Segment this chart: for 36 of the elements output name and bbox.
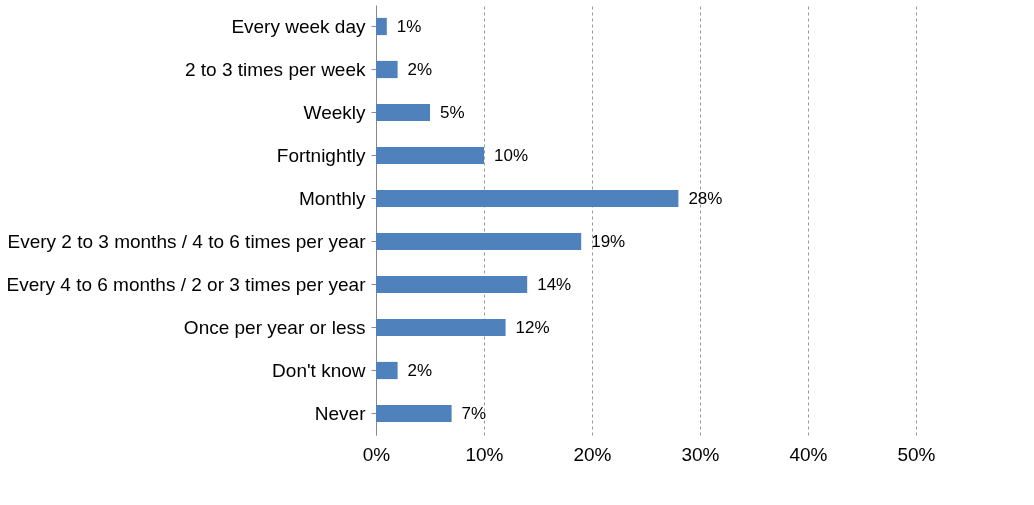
data-label: 19%	[591, 231, 626, 251]
data-label: 2%	[407, 360, 433, 380]
data-label: 1%	[396, 16, 422, 36]
y-tick-label: Never	[314, 402, 367, 424]
bar	[376, 103, 430, 122]
bar	[376, 146, 484, 165]
y-tick-label: Don't know	[272, 359, 366, 381]
y-tick-label: Monthly	[298, 187, 366, 209]
data-label: 10%	[494, 145, 529, 165]
y-tick-label: 2 to 3 times per week	[184, 58, 366, 80]
data-label: 12%	[515, 317, 550, 337]
bar	[376, 189, 679, 208]
bar	[376, 17, 387, 36]
y-tick-label: Weekly	[303, 101, 366, 123]
x-tick-label: 30%	[681, 443, 720, 465]
data-label: 28%	[688, 188, 723, 208]
bar	[376, 60, 398, 79]
data-label: 2%	[407, 59, 433, 79]
data-label: 7%	[461, 403, 487, 423]
bar	[376, 232, 582, 251]
y-tick-label: Every week day	[231, 15, 366, 37]
x-tick-label: 50%	[897, 443, 936, 465]
y-tick-label: Once per year or less	[183, 316, 366, 338]
bar	[376, 275, 528, 294]
x-tick-label: 0%	[362, 443, 391, 465]
bar	[376, 404, 452, 423]
bar	[376, 318, 506, 337]
y-tick-label: Every 2 to 3 months / 4 to 6 times per year	[7, 230, 367, 252]
x-tick-label: 10%	[465, 443, 504, 465]
y-tick-label: Every 4 to 6 months / 2 or 3 times per year	[6, 273, 367, 295]
bar	[376, 361, 398, 380]
x-tick-label: 20%	[573, 443, 612, 465]
data-label: 14%	[537, 274, 572, 294]
data-label: 5%	[440, 102, 465, 122]
y-tick-label: Fortnightly	[276, 144, 366, 166]
x-tick-label: 40%	[789, 443, 828, 465]
